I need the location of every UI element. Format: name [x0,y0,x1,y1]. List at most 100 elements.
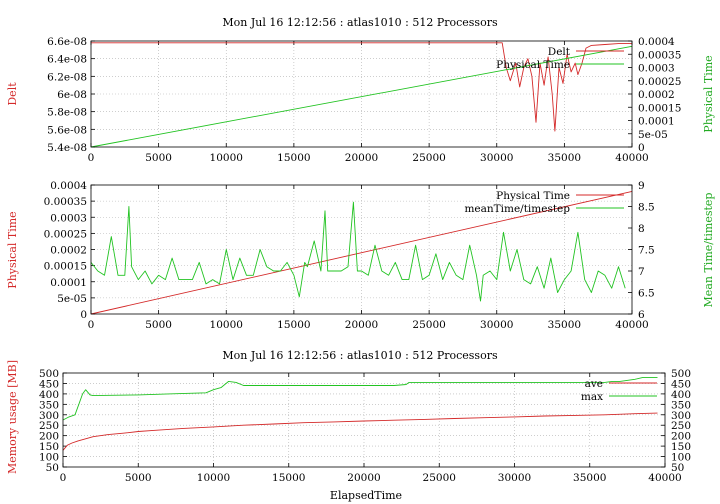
chart-2-x-tick-label: 15000 [277,319,310,331]
chart-1-x-tick-label: 20000 [345,152,378,164]
chart-1-y-tick-label: 6e-08 [57,89,87,101]
chart-1-x-tick-label: 10000 [210,152,243,164]
chart-2-y2-tick-label: 7 [638,266,645,278]
chart-1-y2-tick-label: 0.00025 [638,76,681,88]
chart-3-series-2-line [62,377,658,421]
chart-2-x-tick-label: 10000 [210,319,243,331]
chart-1-y-tick-label: 5.4e-08 [47,142,87,154]
chart-2-y2-tick-label: 6 [638,309,645,321]
chart-3-y2-tick-label: 150 [671,441,691,453]
chart-1-y-tick-label: 5.8e-08 [47,107,87,119]
chart-3-legend-label: ave [585,378,603,390]
chart-2-y-tick-label: 0.0002 [50,245,87,257]
chart-2-frame [90,184,633,315]
chart-2-y2-tick-label: 8 [638,223,645,235]
chart-2-x-tick-label: 25000 [412,319,445,331]
chart-1-y2-tick-label: 0.0001 [638,116,675,128]
chart-1-y2label: Physical Time [702,55,715,132]
chart-3-y2-tick-label: 100 [671,452,691,464]
chart-1-y2-tick-label: 0.0004 [638,36,675,48]
chart-3-y2-tick-label: 350 [671,399,691,411]
chart-2-legend-label: Physical Time [496,190,570,202]
chart-2-x-tick-label: 30000 [480,319,513,331]
chart-2-x-tick-label: 5000 [145,319,172,331]
chart-1-plot: 0 5000 10000 15000 20000 25000 30000 35000 40000… [47,36,681,164]
chart-3-x-tick-label: 10000 [197,472,230,484]
chart-3-y-tick-label: 300 [39,410,59,422]
chart-1-x-tick-label: 40000 [615,152,648,164]
chart-1-y-tick-label: 6.4e-08 [47,54,87,66]
chart-3-y-tick-label: 100 [39,452,59,464]
chart-3-x-tick-label: 20000 [347,472,380,484]
chart-3-plot: 0 5000 10000 15000 20000 25000 30000 35000 40000… [39,368,691,484]
chart-3-y2-tick-label: 400 [671,389,691,401]
chart-3-x-tick-label: 35000 [573,472,606,484]
chart-2-x-tick-label: 20000 [345,319,378,331]
chart-2-ylabel: Physical Time [6,211,19,288]
chart-2-y-tick-label: 0.0001 [50,277,87,289]
chart-1-y2-tick-label: 0 [638,142,645,154]
chart-1-ylabel: Delt [6,82,19,106]
chart-3-frame [62,372,666,468]
chart-2-y2-tick-label: 8.5 [638,202,655,214]
chart-3-y-tick-label: 250 [39,420,59,432]
chart-2-x-tick-label: 40000 [615,319,648,331]
chart-3-xlabel: ElapsedTime [330,489,402,502]
chart-2-y-tick-label: 0.0004 [50,180,87,192]
chart-1-y2-tick-label: 5e-05 [638,129,668,141]
chart-1-y2-tick-label: 0.0003 [638,63,675,75]
chart-3-y-tick-label: 500 [39,368,59,380]
chart-3-y2-tick-label: 250 [671,420,691,432]
chart-3-x-tick-label: 0 [60,472,67,484]
chart-1-series-2-line [90,45,633,148]
chart-3-y2-tick-label: 500 [671,368,691,380]
chart-3-x-tick-label: 5000 [125,472,152,484]
chart-2-y-tick-label: 0.00025 [44,228,87,240]
chart-3-y-tick-label: 350 [39,399,59,411]
chart-2-y-tick-label: 0 [80,309,87,321]
chart-2-x-tick-label: 35000 [548,319,581,331]
chart-2-series-2-line [90,201,626,302]
chart-2-y2-tick-label: 7.5 [638,245,655,257]
chart-2-legend-label: meanTime/timestep [464,203,570,215]
chart-2-y-tick-label: 5e-05 [57,293,87,305]
chart-3-title: Mon Jul 16 12:12:56 : atlas1010 : 512 Pr… [222,349,498,362]
chart-2-y2-tick-label: 9 [638,180,645,192]
chart-3-y-tick-label: 400 [39,389,59,401]
chart-2-x-tick-label: 0 [88,319,95,331]
chart-2-y2label: Mean Time/timestep [702,193,715,308]
chart-3-x-tick-label: 30000 [498,472,531,484]
chart-2-plot: 0 5000 10000 15000 20000 25000 30000 35000 40000… [44,180,655,331]
chart-3-y-tick-label: 200 [39,431,59,443]
chart-2-series-1-line [90,190,633,315]
chart-1-x-tick-label: 30000 [480,152,513,164]
chart-3-x-tick-label: 25000 [423,472,456,484]
chart-1-y-tick-label: 6.2e-08 [47,71,87,83]
chart-3-y-tick-label: 50 [46,462,59,474]
chart-1-x-tick-label: 35000 [548,152,581,164]
chart-1-y2-tick-label: 0.0002 [638,89,675,101]
chart-3-ylabel: Memory usage [MB] [6,360,19,474]
chart-1-y2-tick-label: 0.00015 [638,102,681,114]
chart-3-x-tick-label: 15000 [272,472,305,484]
chart-1-x-tick-label: 5000 [145,152,172,164]
chart-2-y-tick-label: 0.00015 [44,261,87,273]
chart-2-y-tick-label: 0.00035 [44,196,87,208]
chart-3-series-1-line [62,412,658,451]
chart-3-legend-label: max [581,391,603,403]
chart-3-y2-tick-label: 200 [671,431,691,443]
chart-1-title: Mon Jul 16 12:12:56 : atlas1010 : 512 Pr… [222,16,498,29]
chart-1-x-tick-label: 25000 [412,152,445,164]
chart-3-y2-tick-label: 300 [671,410,691,422]
chart-1-x-tick-label: 15000 [277,152,310,164]
chart-1-x-tick-label: 0 [88,152,95,164]
chart-3-y-tick-label: 450 [39,378,59,390]
chart-2-y2-tick-label: 6.5 [638,288,655,300]
chart-1-frame [90,40,633,148]
chart-3-y2-tick-label: 450 [671,378,691,390]
chart-3-y-tick-label: 150 [39,441,59,453]
chart-1-y-tick-label: 5.6e-08 [47,124,87,136]
chart-2-y-tick-label: 0.0003 [50,212,87,224]
chart-1-y2-tick-label: 0.00035 [638,49,681,61]
